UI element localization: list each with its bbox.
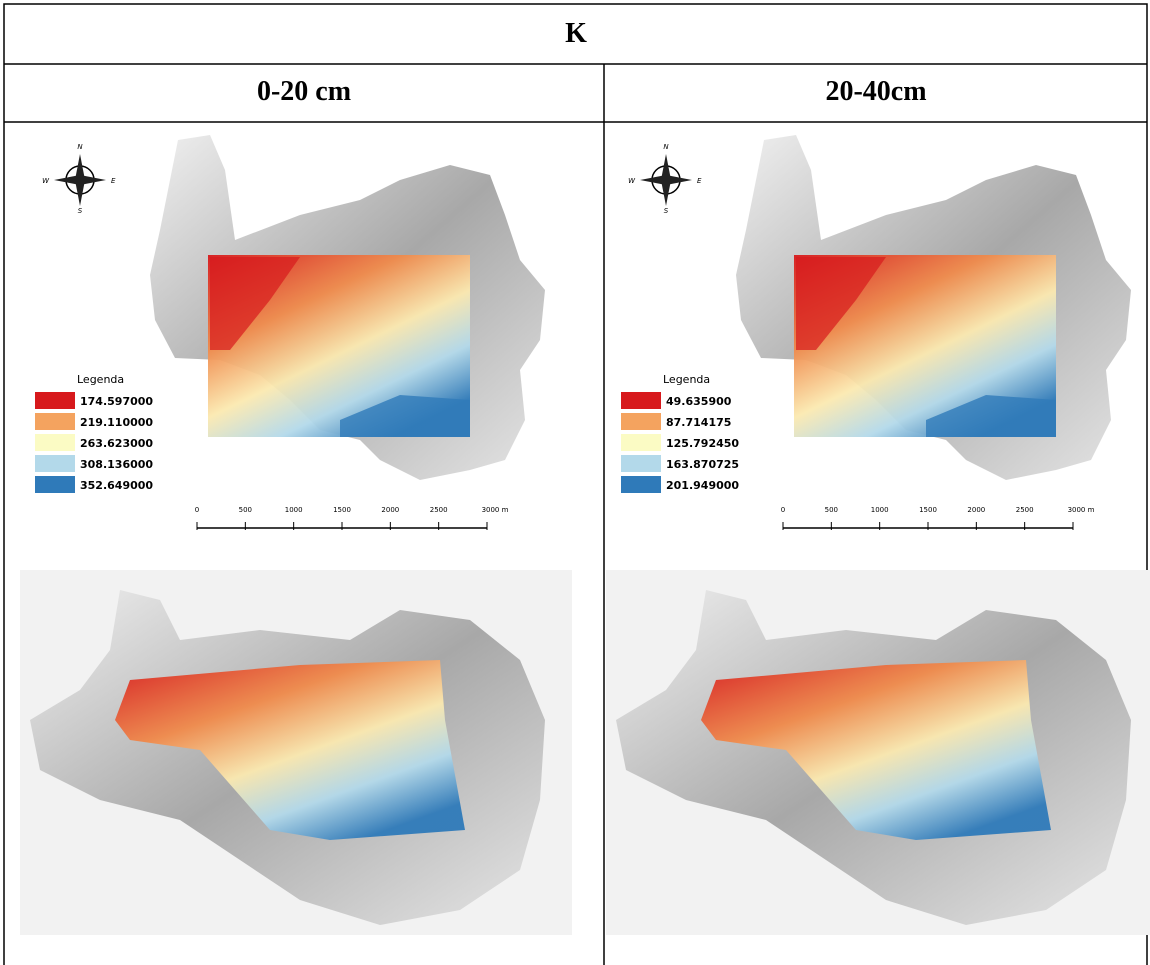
compass-letter: S: [664, 207, 669, 215]
compass: [640, 175, 692, 185]
legend-label: 87.714175: [666, 416, 731, 429]
legend-title: Legenda: [663, 373, 710, 386]
scale-label: 2500: [1016, 506, 1034, 514]
scale-label: 0: [781, 506, 785, 514]
legend-swatch: [35, 392, 75, 409]
zone: [340, 395, 470, 437]
legend-swatch: [621, 455, 661, 472]
scale-label: 2000: [967, 506, 985, 514]
map-panel: N S E W Legenda 49.635900 87.714175 125.792450 1…: [606, 135, 1150, 935]
compass-letter: E: [111, 177, 116, 185]
scale-label: 2500: [430, 506, 448, 514]
compass-letter: S: [78, 207, 83, 215]
scale-label: 3000 m: [482, 506, 509, 514]
column-heading: 20-40cm: [825, 76, 926, 107]
compass-letter: W: [42, 177, 50, 185]
scale-label: 500: [239, 506, 252, 514]
compass-letter: N: [663, 143, 669, 151]
heat-3d: [701, 660, 1051, 840]
legend-swatch: [621, 476, 661, 493]
legend-label: 201.949000: [666, 479, 739, 492]
legend-swatch: [35, 434, 75, 451]
map-panel: N S E W Legenda 174.597000 219.110000 263.62300…: [20, 135, 572, 935]
zone: [210, 257, 300, 350]
scale-label: 500: [825, 506, 838, 514]
legend-label: 174.597000: [80, 395, 153, 408]
legend-swatch: [621, 434, 661, 451]
legend-swatch: [35, 413, 75, 430]
compass: [54, 175, 106, 185]
legend-label: 219.110000: [80, 416, 153, 429]
legend-label: 125.792450: [666, 437, 739, 450]
legend-label: 49.635900: [666, 395, 732, 408]
compass-letter: W: [628, 177, 636, 185]
legend-label: 163.870725: [666, 458, 739, 471]
scale-label: 1000: [871, 506, 889, 514]
scale-label: 2000: [381, 506, 399, 514]
scale-label: 1000: [285, 506, 303, 514]
scale-label: 1500: [333, 506, 351, 514]
heat-3d: [115, 660, 465, 840]
legend-swatch: [35, 476, 75, 493]
compass-letter: E: [697, 177, 702, 185]
legend-label: 308.136000: [80, 458, 153, 471]
legend-label: 263.623000: [80, 437, 153, 450]
legend-swatch: [621, 413, 661, 430]
legend-swatch: [621, 392, 661, 409]
legend-swatch: [35, 455, 75, 472]
zone: [926, 395, 1056, 437]
table-title: K: [565, 18, 587, 49]
legend-title: Legenda: [77, 373, 124, 386]
scale-label: 3000 m: [1068, 506, 1095, 514]
scale-label: 1500: [919, 506, 937, 514]
zone: [796, 257, 886, 350]
compass-letter: N: [77, 143, 83, 151]
scale-label: 0: [195, 506, 199, 514]
column-heading: 0-20 cm: [257, 76, 351, 107]
legend-label: 352.649000: [80, 479, 153, 492]
table-border: [3, 3, 1148, 965]
